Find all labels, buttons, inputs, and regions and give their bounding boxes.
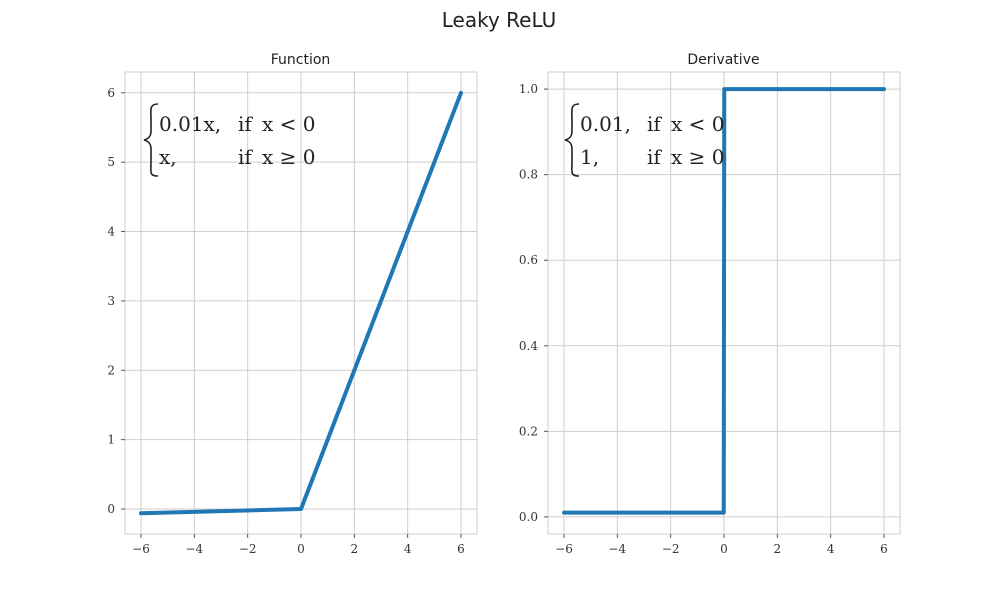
x-tick-label: −2 — [239, 542, 257, 556]
y-tick-label: 2 — [107, 363, 115, 377]
chart-title-function: Function — [271, 52, 331, 68]
y-tick-label: 0.6 — [519, 253, 538, 267]
x-tick-label: 6 — [457, 542, 465, 556]
formula-row-1-cond: x < 0 — [262, 112, 315, 136]
y-tick-label: 0 — [107, 502, 115, 516]
y-tick-label: 0.8 — [519, 168, 538, 182]
figure-title: Leaky ReLU — [442, 8, 557, 32]
y-tick-label: 0.2 — [519, 424, 538, 438]
derivative-chart: Derivative −6 −4 −2 0 2 4 60.00.20.40.60.81.0 … — [519, 52, 901, 556]
y-tick-label: 0.0 — [519, 510, 538, 524]
formula-row-1-cond: x < 0 — [671, 112, 724, 136]
formula-row-2-expr: 1, — [580, 145, 599, 169]
y-tick-label: 1 — [107, 433, 115, 447]
x-tick-label: 0 — [297, 542, 305, 556]
brace-icon — [143, 103, 159, 177]
formula-row-2-expr: x, — [159, 145, 177, 169]
x-tick-label: 0 — [720, 542, 728, 556]
y-tick-label: 5 — [107, 155, 115, 169]
x-tick-label: −4 — [185, 542, 203, 556]
y-tick-label: 0.4 — [519, 339, 538, 353]
x-tick-label: 4 — [404, 542, 412, 556]
formula-row-2-cond: x ≥ 0 — [262, 145, 315, 169]
x-tick-label: 2 — [774, 542, 782, 556]
y-tick-label: 6 — [107, 86, 115, 100]
formula-row-2-if: if — [647, 145, 662, 169]
formula-row-1-if: if — [238, 112, 253, 136]
x-tick-label: 2 — [351, 542, 359, 556]
x-tick-label: −6 — [132, 542, 150, 556]
x-tick-label: −2 — [662, 542, 680, 556]
brace-icon — [564, 103, 580, 177]
formula-row-2-cond: x ≥ 0 — [671, 145, 724, 169]
formula-row-1-expr: 0.01, — [580, 112, 631, 136]
function-chart: Function −6 −4 −2 0 2 4 6 0 1 2 3 4 5 6 0.01x, if x <… — [107, 52, 478, 556]
x-tick-label: 4 — [827, 542, 835, 556]
series-line — [562, 87, 886, 515]
y-tick-label: 3 — [107, 294, 115, 308]
formula-row-1-if: if — [647, 112, 662, 136]
formula-row-2-if: if — [238, 145, 253, 169]
formula-row-1-expr: 0.01x, — [159, 112, 221, 136]
series-line — [139, 90, 463, 516]
y-tick-label: 4 — [107, 225, 115, 239]
x-tick-label: −4 — [608, 542, 626, 556]
x-tick-label: −6 — [555, 542, 573, 556]
x-tick-label: 6 — [880, 542, 888, 556]
chart-title-derivative: Derivative — [687, 52, 759, 68]
y-tick-label: 1.0 — [519, 82, 538, 96]
